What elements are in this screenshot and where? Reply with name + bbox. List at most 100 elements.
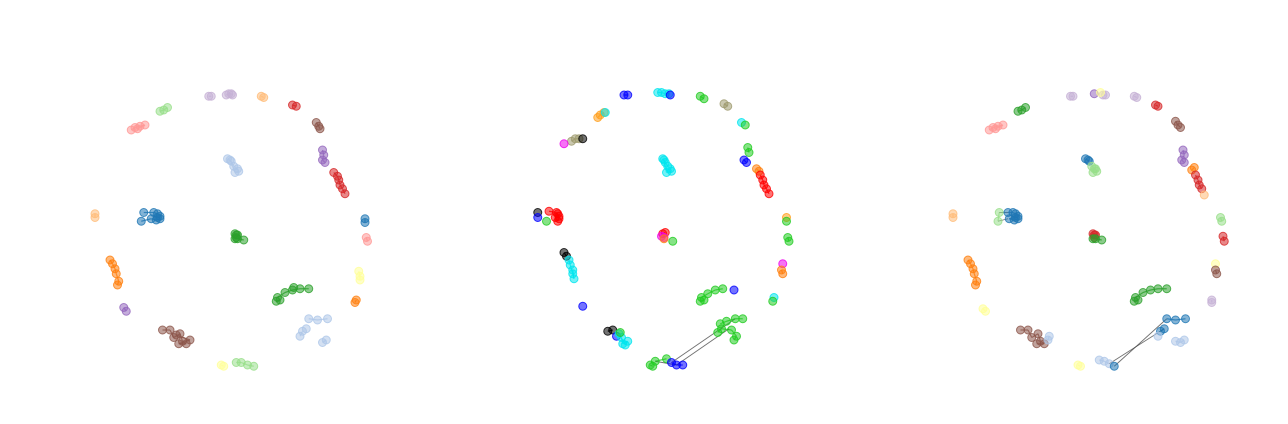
network-node <box>995 209 1003 217</box>
network-node <box>134 125 142 133</box>
network-node <box>621 341 629 349</box>
network-node <box>137 217 145 225</box>
network-node <box>159 326 167 334</box>
network-node <box>719 285 727 293</box>
network-node <box>731 315 739 323</box>
network-node <box>1024 326 1032 334</box>
network-node <box>112 270 120 278</box>
network-node <box>305 315 313 323</box>
network-node <box>1098 236 1106 244</box>
network-node <box>569 266 577 274</box>
network-node <box>769 297 777 305</box>
network-node <box>783 217 791 225</box>
network-node <box>949 214 957 222</box>
network-node <box>272 297 280 305</box>
network-node <box>250 362 258 370</box>
network-node <box>1160 325 1168 333</box>
network-node <box>164 104 172 112</box>
network-node <box>1045 332 1053 340</box>
network-node <box>666 91 674 99</box>
network-node <box>281 289 289 297</box>
network-node <box>292 102 300 110</box>
network-node <box>1017 326 1025 334</box>
network-node <box>723 317 731 325</box>
network-node <box>1147 286 1155 294</box>
network-node <box>290 284 298 292</box>
network-node <box>341 190 349 198</box>
network-node <box>231 169 239 177</box>
network-node <box>743 159 751 167</box>
network-node <box>679 361 687 369</box>
network-node <box>122 307 130 315</box>
network-node <box>229 91 237 99</box>
network-node <box>364 237 372 245</box>
network-node <box>730 336 738 344</box>
network-node <box>1177 124 1185 132</box>
network-node <box>226 156 234 164</box>
network-node <box>1218 217 1226 225</box>
network-node <box>554 210 562 218</box>
network-node <box>324 315 332 323</box>
network-node <box>745 149 753 157</box>
network-node <box>172 331 180 339</box>
network-node <box>240 236 248 244</box>
network-node <box>700 95 708 103</box>
network-node <box>1220 237 1228 245</box>
network-node <box>1097 89 1105 97</box>
network-node <box>601 109 609 117</box>
network-node <box>1034 330 1042 338</box>
network-node <box>140 209 148 217</box>
network-node <box>296 332 304 340</box>
network-node <box>316 125 324 133</box>
network-node <box>1208 299 1216 307</box>
network-node <box>765 190 773 198</box>
network-node <box>616 329 624 337</box>
network-node <box>1090 165 1098 173</box>
network-node <box>741 121 749 129</box>
network-node <box>724 102 732 110</box>
network-node <box>1110 362 1118 370</box>
network-node <box>982 307 990 315</box>
network-node <box>1190 164 1198 172</box>
right-network-panel <box>949 89 1228 371</box>
network-node <box>356 276 364 284</box>
network-node <box>534 214 542 222</box>
network-node <box>114 281 122 289</box>
network-node <box>305 285 313 293</box>
network-node <box>1139 289 1147 297</box>
network-node <box>1182 315 1190 323</box>
network-node <box>351 299 359 307</box>
network-node <box>663 169 671 177</box>
network-node <box>718 325 726 333</box>
network-node <box>579 302 587 310</box>
network-node <box>560 140 568 148</box>
network-edge <box>1114 319 1167 367</box>
network-node <box>220 362 228 370</box>
network-node <box>1163 285 1171 293</box>
network-node <box>361 219 369 227</box>
left-network-panel <box>91 90 372 371</box>
network-node <box>660 235 668 243</box>
network-node <box>1154 102 1162 110</box>
network-node <box>970 270 978 278</box>
network-node <box>91 214 99 222</box>
network-node <box>570 275 578 283</box>
network-node <box>319 339 327 347</box>
network-node <box>207 92 215 100</box>
network-node <box>579 135 587 143</box>
network-node <box>711 286 719 294</box>
network-node <box>1077 362 1085 370</box>
network-node <box>141 121 149 129</box>
network-node <box>730 286 738 294</box>
network-node <box>1133 94 1141 102</box>
network-node <box>660 156 668 164</box>
network-node <box>785 237 793 245</box>
network-node <box>1154 285 1162 293</box>
network-node <box>260 94 268 102</box>
network-node <box>1163 315 1171 323</box>
network-node <box>186 336 194 344</box>
network-node <box>1180 159 1188 167</box>
network-node <box>972 281 980 289</box>
network-node <box>302 325 310 333</box>
network-node <box>1154 332 1162 340</box>
